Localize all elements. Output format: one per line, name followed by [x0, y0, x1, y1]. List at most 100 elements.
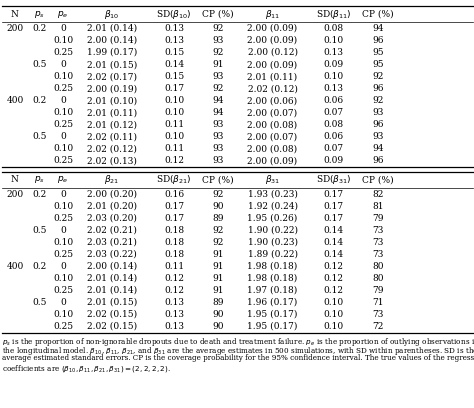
- Text: 2.03 (0.22): 2.03 (0.22): [87, 250, 137, 259]
- Text: 0.10: 0.10: [53, 238, 73, 247]
- Text: 2.01 (0.14): 2.01 (0.14): [87, 274, 137, 283]
- Text: 0.14: 0.14: [324, 226, 344, 235]
- Text: 89: 89: [212, 214, 224, 223]
- Text: 2.02 (0.15): 2.02 (0.15): [87, 322, 137, 331]
- Text: 1.93 (0.23): 1.93 (0.23): [247, 190, 298, 199]
- Text: 2.01 (0.12): 2.01 (0.12): [87, 120, 137, 129]
- Text: $\beta_{21}$: $\beta_{21}$: [104, 173, 120, 186]
- Text: 2.00 (0.08): 2.00 (0.08): [247, 120, 298, 129]
- Text: 0.17: 0.17: [324, 202, 344, 211]
- Text: 200: 200: [6, 24, 24, 33]
- Text: 400: 400: [6, 262, 24, 271]
- Text: 0.17: 0.17: [164, 214, 184, 223]
- Text: 2.00 (0.06): 2.00 (0.06): [247, 96, 298, 105]
- Text: 0.10: 0.10: [53, 108, 73, 117]
- Text: 2.00 (0.07): 2.00 (0.07): [247, 108, 298, 117]
- Text: 0.13: 0.13: [164, 298, 184, 307]
- Text: $\beta_{11}$: $\beta_{11}$: [265, 8, 280, 21]
- Text: 0: 0: [60, 226, 66, 235]
- Text: 2.01 (0.11): 2.01 (0.11): [87, 108, 137, 117]
- Text: 0.25: 0.25: [53, 286, 73, 295]
- Text: 0.5: 0.5: [32, 132, 46, 141]
- Text: $p_s$ is the proportion of non-ignorable dropouts due to death and treatment fai: $p_s$ is the proportion of non-ignorable…: [2, 336, 474, 348]
- Text: 0.2: 0.2: [32, 24, 46, 33]
- Text: 2.01 (0.15): 2.01 (0.15): [87, 298, 137, 307]
- Text: 1.97 (0.18): 1.97 (0.18): [247, 286, 298, 295]
- Text: 0.10: 0.10: [324, 36, 344, 45]
- Text: 0.07: 0.07: [324, 108, 344, 117]
- Text: $p_s$: $p_s$: [34, 9, 45, 20]
- Text: SD$(\beta_{21})$: SD$(\beta_{21})$: [156, 173, 192, 186]
- Text: 92: 92: [212, 84, 224, 93]
- Text: 0.10: 0.10: [324, 72, 344, 81]
- Text: 0.10: 0.10: [53, 36, 73, 45]
- Text: 2.00 (0.14): 2.00 (0.14): [87, 262, 137, 271]
- Text: 0.14: 0.14: [164, 60, 184, 69]
- Text: 0.11: 0.11: [164, 262, 184, 271]
- Text: $\beta_{31}$: $\beta_{31}$: [265, 173, 280, 186]
- Text: 93: 93: [212, 144, 224, 153]
- Text: 0: 0: [60, 298, 66, 307]
- Text: 0.15: 0.15: [164, 72, 184, 81]
- Text: 0.06: 0.06: [324, 96, 344, 105]
- Text: 0.5: 0.5: [32, 60, 46, 69]
- Text: 0.10: 0.10: [324, 298, 344, 307]
- Text: 79: 79: [373, 286, 384, 295]
- Text: 93: 93: [212, 156, 224, 165]
- Text: 0.11: 0.11: [164, 144, 184, 153]
- Text: $p_e$: $p_e$: [57, 175, 69, 185]
- Text: 2.01 (0.14): 2.01 (0.14): [87, 286, 137, 295]
- Text: 92: 92: [212, 226, 224, 235]
- Text: 92: 92: [373, 72, 384, 81]
- Text: 0.25: 0.25: [53, 214, 73, 223]
- Text: 96: 96: [373, 156, 384, 165]
- Text: 0: 0: [60, 96, 66, 105]
- Text: 0: 0: [60, 190, 66, 199]
- Text: 0.08: 0.08: [324, 24, 344, 33]
- Text: 91: 91: [212, 250, 224, 259]
- Text: 0: 0: [60, 132, 66, 141]
- Text: 0.16: 0.16: [164, 190, 184, 199]
- Text: 93: 93: [212, 120, 224, 129]
- Text: 0.10: 0.10: [53, 202, 73, 211]
- Text: 0.25: 0.25: [53, 84, 73, 93]
- Text: 2.00 (0.20): 2.00 (0.20): [87, 190, 137, 199]
- Text: 1.92 (0.24): 1.92 (0.24): [247, 202, 298, 211]
- Text: 0.13: 0.13: [324, 84, 344, 93]
- Text: 0.18: 0.18: [164, 226, 184, 235]
- Text: 0.14: 0.14: [324, 250, 344, 259]
- Text: 0: 0: [60, 262, 66, 271]
- Text: 90: 90: [212, 322, 224, 331]
- Text: 93: 93: [373, 108, 384, 117]
- Text: 0.18: 0.18: [164, 250, 184, 259]
- Text: coefficients are $(\beta_{10}, \beta_{11}, \beta_{21}, \beta_{31}) = (2, 2, 2, 2: coefficients are $(\beta_{10}, \beta_{11…: [2, 363, 171, 374]
- Text: the longitudinal model. $\beta_{10}$, $\beta_{11}$, $\beta_{21}$, and $\beta_{31: the longitudinal model. $\beta_{10}$, $\…: [2, 345, 474, 357]
- Text: 2.01 (0.11): 2.01 (0.11): [247, 72, 298, 81]
- Text: 0.07: 0.07: [324, 144, 344, 153]
- Text: 81: 81: [373, 202, 384, 211]
- Text: 93: 93: [212, 72, 224, 81]
- Text: 2.02 (0.21): 2.02 (0.21): [87, 226, 137, 235]
- Text: $p_s$: $p_s$: [34, 175, 45, 185]
- Text: 0.10: 0.10: [324, 322, 344, 331]
- Text: 0.10: 0.10: [164, 96, 184, 105]
- Text: SD$(\beta_{31})$: SD$(\beta_{31})$: [316, 173, 352, 186]
- Text: 94: 94: [212, 96, 224, 105]
- Text: 96: 96: [373, 120, 384, 129]
- Text: $\beta_{10}$: $\beta_{10}$: [104, 8, 120, 21]
- Text: 0.12: 0.12: [164, 274, 184, 283]
- Text: 2.00 (0.09): 2.00 (0.09): [247, 24, 298, 33]
- Text: 0.25: 0.25: [53, 322, 73, 331]
- Text: 2.02 (0.13): 2.02 (0.13): [87, 156, 137, 165]
- Text: 73: 73: [373, 250, 384, 259]
- Text: 91: 91: [212, 274, 224, 283]
- Text: 0.15: 0.15: [164, 48, 184, 57]
- Text: 1.99 (0.17): 1.99 (0.17): [87, 48, 137, 57]
- Text: $p_e$: $p_e$: [57, 9, 69, 20]
- Text: 0.13: 0.13: [164, 24, 184, 33]
- Text: 0.25: 0.25: [53, 120, 73, 129]
- Text: 0: 0: [60, 60, 66, 69]
- Text: 1.95 (0.17): 1.95 (0.17): [247, 310, 298, 319]
- Text: 92: 92: [373, 96, 384, 105]
- Text: 2.02 (0.17): 2.02 (0.17): [87, 72, 137, 81]
